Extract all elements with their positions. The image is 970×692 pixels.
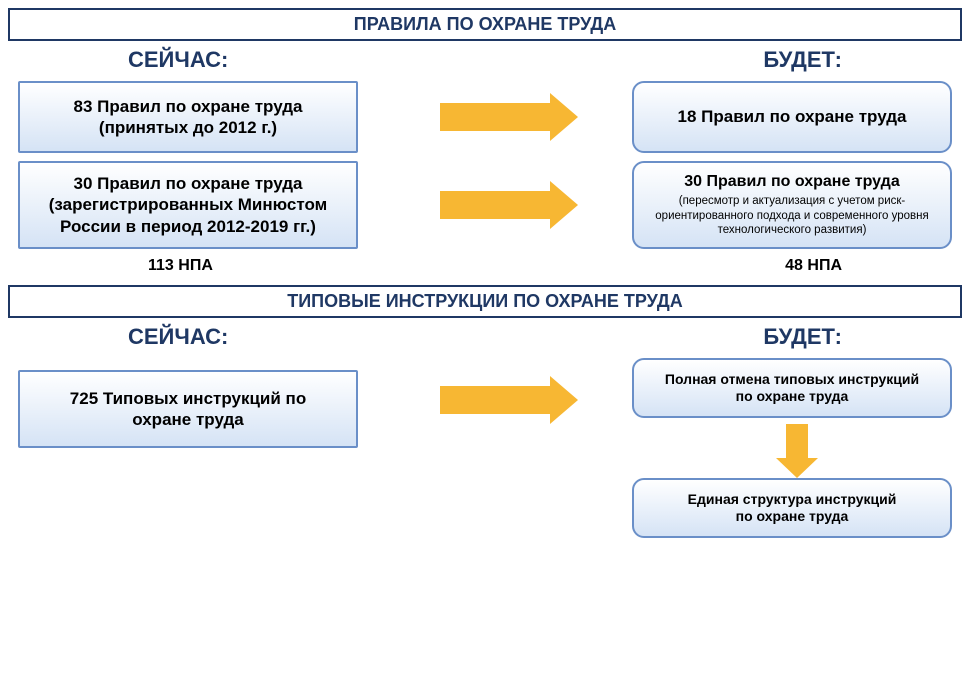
section1-row1-right-line1: 18 Правил по охране труда bbox=[678, 106, 907, 127]
section1-summary-left: 113 НПА bbox=[148, 257, 213, 275]
section1-row1-arrow-cell bbox=[358, 103, 632, 131]
section2-right-box2-line1: Единая структура инструкций bbox=[688, 491, 897, 509]
section1-row2-left-line1: 30 Правил по охране труда bbox=[74, 173, 303, 194]
section1-left-header: СЕЙЧАС: bbox=[128, 47, 228, 73]
section1-row2-left-box: 30 Правил по охране труда (зарегистриров… bbox=[18, 161, 358, 249]
section1-headers: СЕЙЧАС: БУДЕТ: bbox=[8, 47, 962, 73]
section2-left-line2: охране труда bbox=[132, 409, 243, 430]
section2-right-box1-line1: Полная отмена типовых инструкций bbox=[665, 371, 919, 389]
section1-row2-right-sub: (пересмотр и актуализация с учетом риск-… bbox=[644, 194, 940, 237]
section1-summary-right: 48 НПА bbox=[785, 257, 842, 275]
section2-right-header: БУДЕТ: bbox=[763, 324, 842, 350]
section2-arrow-cell bbox=[358, 386, 632, 414]
section2-row: 725 Типовых инструкций по охране труда П… bbox=[8, 358, 962, 538]
section1-row2-right-line1: 30 Правил по охране труда bbox=[684, 172, 899, 192]
section1-row2-arrow-cell bbox=[358, 191, 632, 219]
section2-title: ТИПОВЫЕ ИНСТРУКЦИИ ПО ОХРАНЕ ТРУДА bbox=[8, 285, 962, 318]
section1-row2: 30 Правил по охране труда (зарегистриров… bbox=[8, 161, 962, 249]
arrow-right-icon bbox=[440, 103, 550, 131]
arrow-down-icon bbox=[786, 424, 808, 458]
section2-left-line1: 725 Типовых инструкций по bbox=[70, 388, 306, 409]
section2-right-box2-line2: по охране труда bbox=[736, 508, 849, 526]
arrow-right-icon bbox=[440, 191, 550, 219]
section1-row1-left-line2: (принятых до 2012 г.) bbox=[99, 117, 277, 138]
section1-title: ПРАВИЛА ПО ОХРАНЕ ТРУДА bbox=[8, 8, 962, 41]
section1-right-header: БУДЕТ: bbox=[763, 47, 842, 73]
section1-row2-left-line2: (зарегистрированных Минюстом bbox=[49, 194, 327, 215]
section1-row1-left-line1: 83 Правил по охране труда bbox=[74, 96, 303, 117]
section1-row1-right-box: 18 Правил по охране труда bbox=[632, 81, 952, 153]
section1-row2-left-line3: России в период 2012-2019 гг.) bbox=[60, 216, 316, 237]
section1-summary: 113 НПА 48 НПА bbox=[8, 257, 962, 275]
section2-right-box2: Единая структура инструкций по охране тр… bbox=[632, 478, 952, 538]
section1-row2-right-box: 30 Правил по охране труда (пересмотр и а… bbox=[632, 161, 952, 249]
arrow-right-icon bbox=[440, 386, 550, 414]
section1-row1-left-box: 83 Правил по охране труда (принятых до 2… bbox=[18, 81, 358, 153]
section2-right-stack: Полная отмена типовых инструкций по охра… bbox=[632, 358, 962, 538]
section2-headers: СЕЙЧАС: БУДЕТ: bbox=[8, 324, 962, 350]
section2-right-box1: Полная отмена типовых инструкций по охра… bbox=[632, 358, 952, 418]
section2-right-box1-line2: по охране труда bbox=[736, 388, 849, 406]
section2-left-box: 725 Типовых инструкций по охране труда bbox=[18, 370, 358, 448]
section1-row1: 83 Правил по охране труда (принятых до 2… bbox=[8, 81, 962, 153]
section2-left-header: СЕЙЧАС: bbox=[128, 324, 228, 350]
